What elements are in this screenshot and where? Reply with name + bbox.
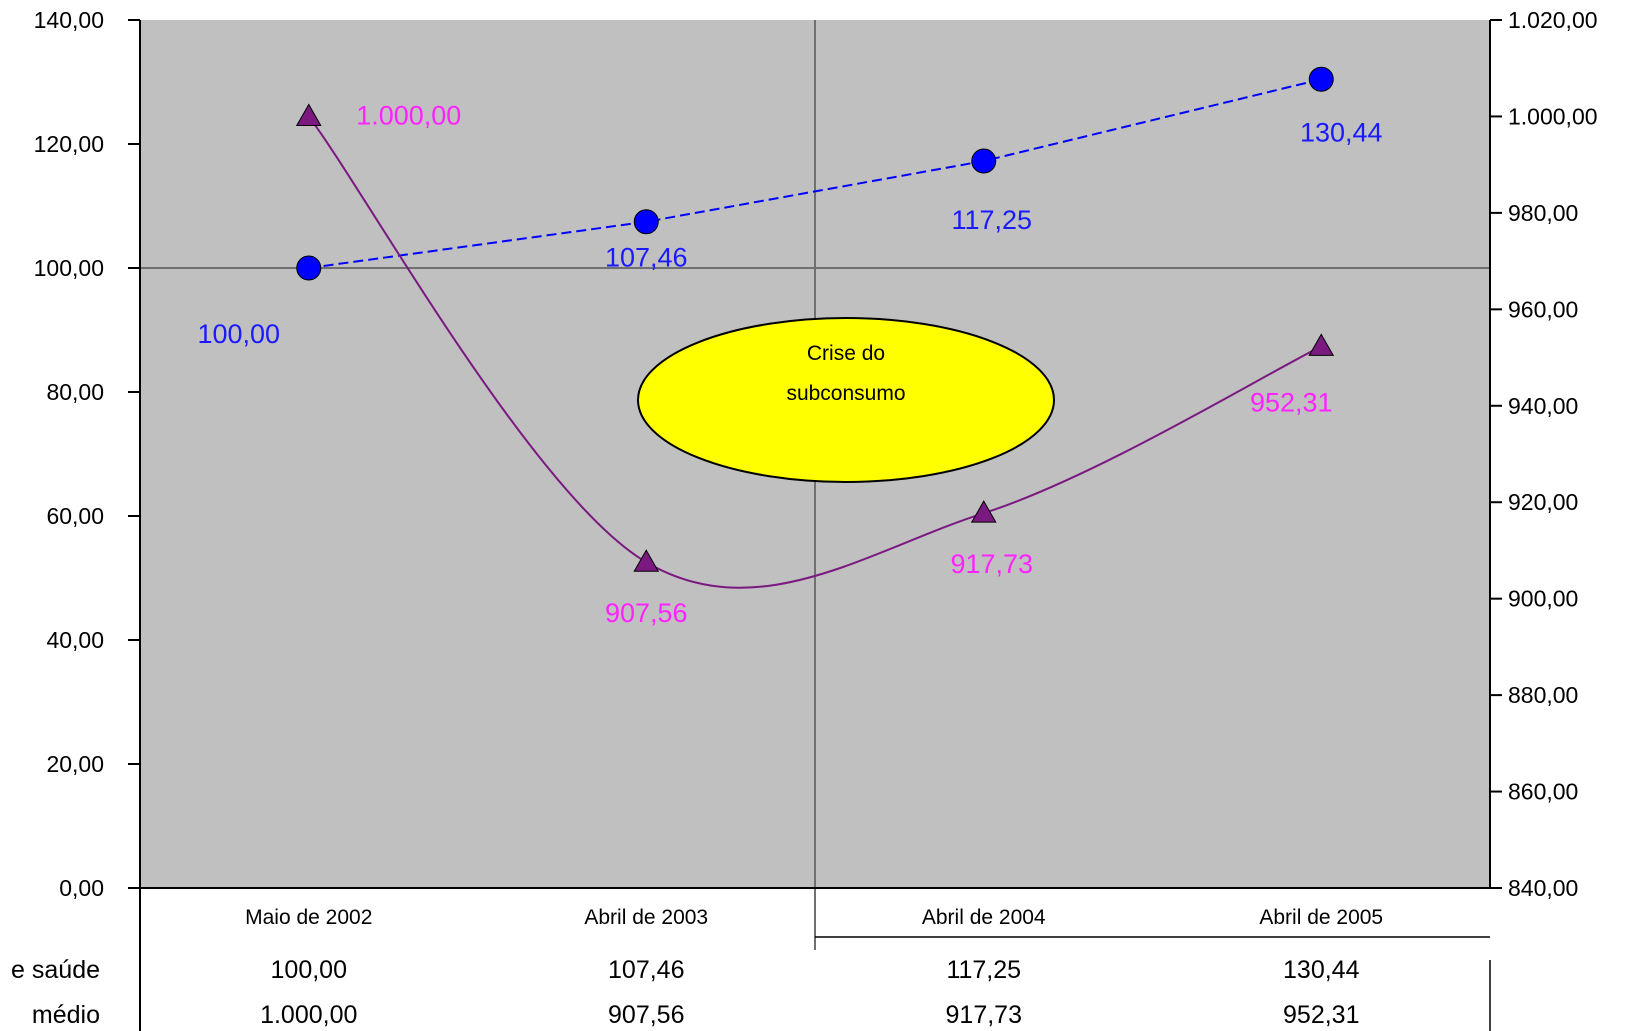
series-2-data-label: 917,73 — [950, 549, 1033, 579]
right-tick-label: 860,00 — [1508, 779, 1578, 805]
right-tick-label: 840,00 — [1508, 875, 1578, 901]
series-2-line — [307, 115, 1322, 589]
right-tick-label: 940,00 — [1508, 393, 1578, 419]
data-table: Maio de 2002 Abril de 2003 Abril de 2004 Ab… — [11, 887, 1491, 1031]
table-cell: 917,73 — [946, 1001, 1022, 1029]
series-2-point — [633, 549, 660, 572]
left-tick-label: 140,00 — [34, 7, 104, 33]
table-cell: 117,25 — [946, 956, 1021, 984]
table-cell: 107,46 — [608, 956, 684, 984]
category-label: Abril de 2003 — [584, 906, 708, 929]
series-1-data-label: 107,46 — [605, 243, 688, 273]
right-tick-label: 960,00 — [1508, 296, 1578, 322]
category-label: Abril de 2005 — [1259, 906, 1383, 929]
table-cell: 1.000,00 — [260, 1001, 357, 1029]
table-cell: 952,31 — [1283, 1001, 1359, 1029]
table-series-label: e saúde — [11, 956, 100, 984]
series-1-data-label: 117,25 — [951, 205, 1032, 235]
series-lines — [307, 78, 1322, 589]
annotation-line-1: Crise do — [807, 342, 885, 365]
left-tick-label: 60,00 — [46, 503, 104, 529]
table-cell: 100,00 — [271, 956, 347, 984]
annotation-ellipse — [637, 317, 1055, 483]
table-series-label: médio — [32, 1001, 100, 1029]
series-labels: 100,00 107,46 117,25 130,44 1.000,00 907,56 91… — [197, 100, 1382, 628]
series-2-point — [970, 500, 997, 523]
left-tick-label: 20,00 — [46, 751, 104, 777]
left-tick-label: 100,00 — [34, 255, 104, 281]
series-2-data-label: 952,31 — [1250, 387, 1333, 417]
category-label: Maio de 2002 — [245, 906, 372, 929]
left-tick-label: 80,00 — [46, 379, 104, 405]
left-tick-label: 120,00 — [34, 131, 104, 157]
table-cell: 130,44 — [1283, 956, 1360, 984]
series-1-data-label: 100,00 — [197, 319, 280, 349]
series-1-line — [308, 78, 1322, 269]
right-tick-label: 1.020,00 — [1508, 7, 1598, 33]
series-2-point — [295, 103, 322, 126]
right-axis-ticks: 840,00 860,00 880,00 900,00 920,00 940,00 960,… — [1490, 7, 1598, 901]
right-tick-label: 880,00 — [1508, 682, 1578, 708]
annotation-line-2: subconsumo — [786, 382, 905, 405]
series-marks — [295, 66, 1335, 572]
right-tick-label: 1.000,00 — [1508, 103, 1598, 129]
right-tick-label: 920,00 — [1508, 489, 1578, 515]
series-1-point — [296, 255, 322, 281]
series-1-point — [633, 209, 659, 235]
table-cell: 907,56 — [608, 1001, 684, 1029]
series-2-point — [1308, 333, 1335, 356]
left-axis-ticks: 0,00 20,00 40,00 60,00 80,00 100,00 120,00 140,… — [34, 7, 140, 901]
category-label: Abril de 2004 — [922, 906, 1046, 929]
crisis-annotation: Crise do subconsumo — [637, 317, 1055, 483]
series-2-data-label: 907,56 — [605, 598, 688, 628]
series-1-point — [971, 148, 997, 174]
left-tick-label: 0,00 — [59, 875, 104, 901]
series-1-data-label: 130,44 — [1300, 117, 1383, 147]
series-2-data-label: 1.000,00 — [356, 100, 461, 130]
right-tick-label: 900,00 — [1508, 586, 1578, 612]
right-tick-label: 980,00 — [1508, 200, 1578, 226]
left-tick-label: 40,00 — [46, 627, 104, 653]
series-1-point — [1308, 66, 1334, 92]
